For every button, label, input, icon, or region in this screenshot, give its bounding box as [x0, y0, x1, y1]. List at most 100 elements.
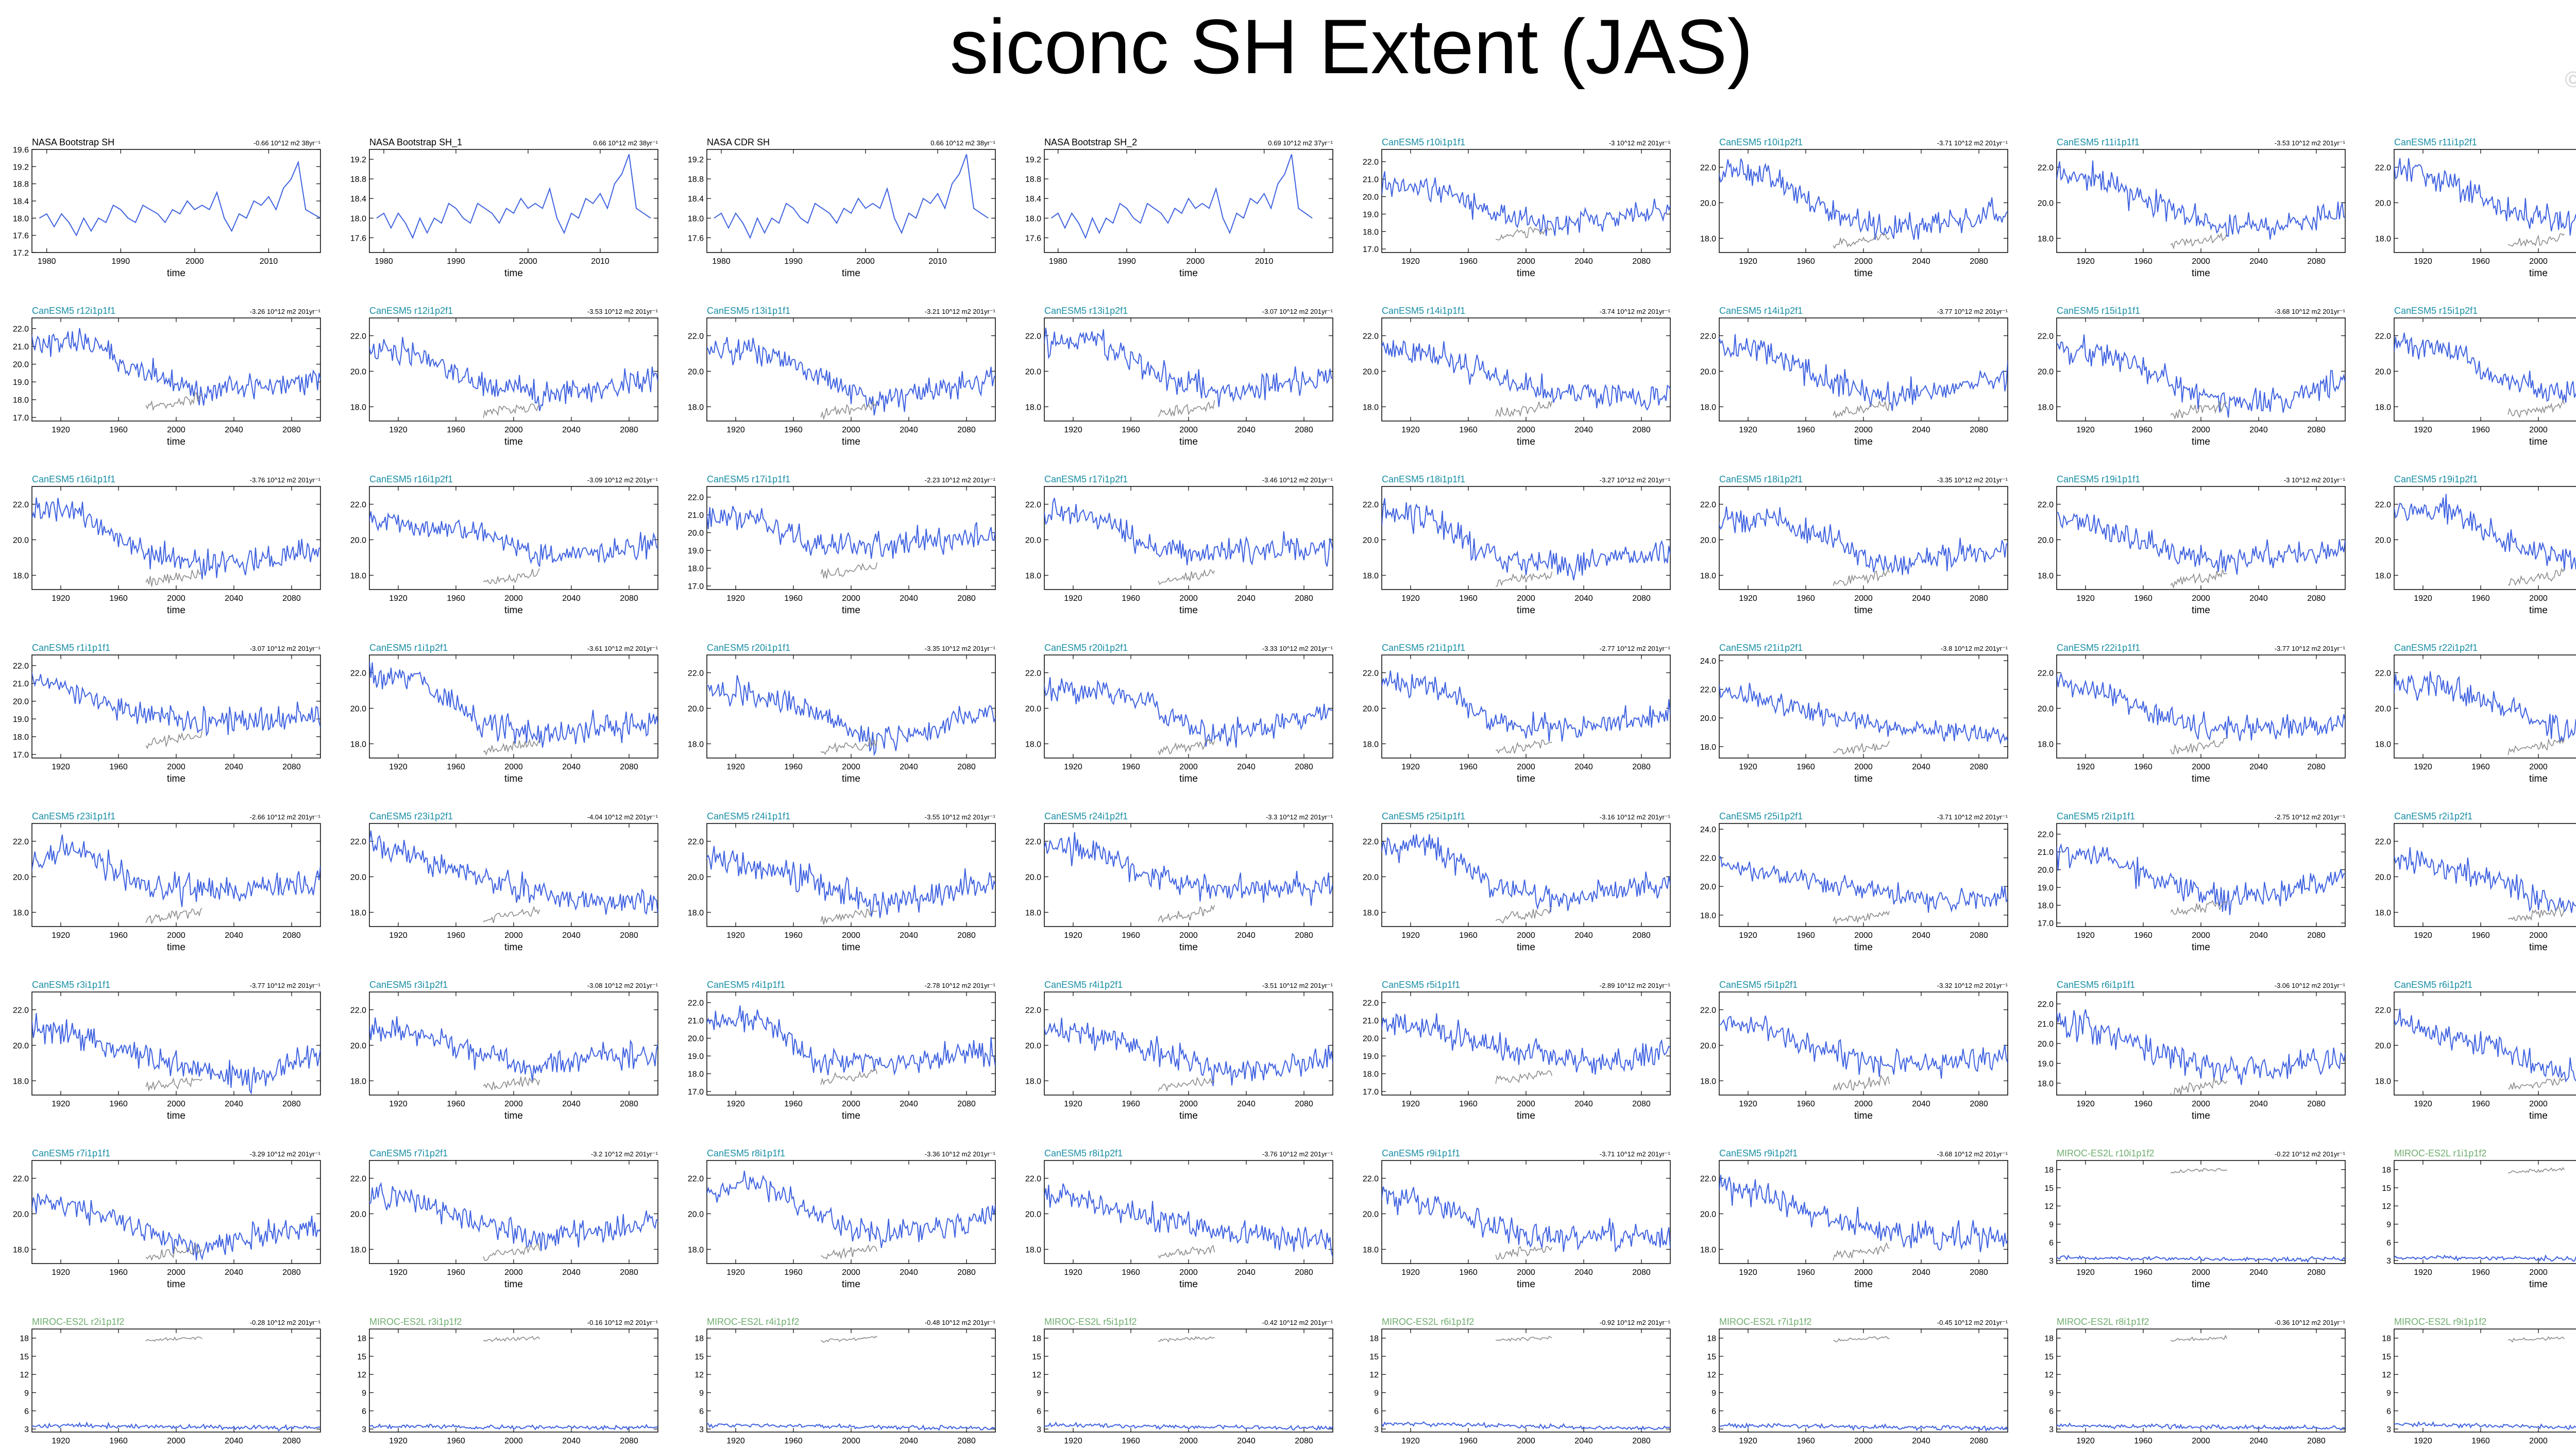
panel-title: CanESM5 r20i1p1f1 — [707, 643, 790, 653]
y-tick-label: 20.0 — [2038, 704, 2054, 713]
watermark: © CVDP-LE — [2565, 67, 2576, 92]
chart-panel: CanESM5 r6i1p2f1-3.16 10^12 m2 201yr⁻¹18… — [2375, 980, 2576, 1121]
chart-panel: CanESM5 r19i1p2f1-3.48 10^12 m2 201yr⁻¹1… — [2375, 474, 2576, 616]
chart-panel: CanESM5 r9i1p2f1 -3.68 10^12 m2 201yr⁻¹ 18… — [1700, 1148, 2008, 1290]
x-tick-label: 1960 — [2471, 257, 2490, 266]
panel-title: CanESM5 r10i1p1f1 — [1382, 137, 1465, 147]
panel-trend: -3.08 10^12 m2 201yr⁻¹ — [587, 982, 658, 989]
panel-title: CanESM5 r4i1p1f1 — [707, 980, 785, 990]
x-tick-label: 2080 — [1295, 763, 1313, 771]
x-tick-label: 2000 — [1517, 1268, 1535, 1277]
obs-overlay-line — [1158, 1336, 1215, 1342]
y-tick-label: 18.0 — [1025, 214, 1041, 223]
y-tick-label: 19.0 — [688, 547, 704, 556]
plot-frame — [2056, 1160, 2346, 1264]
model-series-line — [376, 154, 651, 239]
panel-trend: -3.36 10^12 m2 201yr⁻¹ — [925, 1150, 996, 1158]
x-tick-label: 2040 — [2249, 257, 2268, 266]
x-tick-label: 1920 — [52, 931, 70, 940]
chart-panel: CanESM5 r20i1p1f1 -3.35 10^12 m2 201yr⁻¹ 1… — [688, 643, 996, 784]
model-series-line — [707, 1170, 995, 1248]
panel-trend: -3.32 10^12 m2 201yr⁻¹ — [1937, 982, 2008, 989]
x-tick-label: 2000 — [504, 594, 523, 603]
panel-title: MIROC-ES2L r4i1p1f2 — [707, 1317, 799, 1327]
x-tick-label: 1990 — [1117, 257, 1136, 266]
x-tick-label: 1960 — [1459, 426, 1478, 434]
model-series-line — [2057, 1009, 2345, 1085]
y-tick-label: 18.0 — [1700, 234, 1716, 243]
x-axis-label: time — [1517, 1279, 1535, 1290]
x-tick-label: 1920 — [1739, 594, 1757, 603]
obs-overlay-line — [145, 731, 203, 750]
obs-overlay-line — [145, 568, 202, 587]
panel-title: CanESM5 r25i1p1f1 — [1382, 811, 1465, 821]
panel-title: CanESM5 r2i1p1f1 — [2057, 811, 2135, 821]
x-tick-label: 2000 — [1854, 594, 1873, 603]
panel-title: CanESM5 r5i1p1f1 — [1382, 980, 1460, 990]
y-tick-label: 22.0 — [2038, 1000, 2054, 1009]
x-tick-label: 1960 — [2471, 426, 2490, 434]
x-tick-label: 1920 — [2414, 1100, 2432, 1108]
panel-title: CanESM5 r23i1p2f1 — [369, 811, 453, 821]
obs-overlay-line — [820, 562, 878, 579]
plot-frame — [2394, 1328, 2576, 1433]
x-tick-label: 2040 — [900, 1268, 918, 1277]
panel-trend: -3 10^12 m2 201yr⁻¹ — [2284, 476, 2346, 484]
y-tick-label: 17.0 — [688, 1088, 704, 1097]
obs-overlay-line — [2508, 567, 2565, 586]
panel-title: CanESM5 r24i1p2f1 — [1044, 811, 1128, 821]
model-series-line — [707, 506, 995, 559]
x-tick-label: 1960 — [447, 1437, 465, 1445]
panel-title: CanESM5 r13i1p1f1 — [707, 306, 790, 316]
obs-overlay-line — [145, 392, 202, 411]
panel-trend: -0.16 10^12 m2 201yr⁻¹ — [587, 1319, 658, 1326]
chart-panel: CanESM5 r24i1p1f1 -3.55 10^12 m2 201yr⁻¹ 1… — [688, 811, 996, 953]
x-tick-label: 2080 — [620, 1437, 638, 1445]
x-tick-label: 2080 — [282, 426, 301, 434]
x-axis-label: time — [504, 605, 523, 616]
model-series-line — [1050, 154, 1313, 240]
x-tick-label: 2000 — [842, 426, 860, 434]
model-series-line — [1719, 855, 2008, 913]
model-series-line — [714, 154, 989, 239]
panel-trend: -4.04 10^12 m2 201yr⁻¹ — [587, 813, 658, 821]
x-tick-label: 2040 — [225, 594, 243, 603]
x-tick-label: 1960 — [2134, 426, 2153, 434]
y-tick-label: 12 — [1369, 1371, 1379, 1379]
y-tick-label: 19.2 — [13, 163, 29, 172]
x-tick-label: 1920 — [1739, 1437, 1757, 1445]
chart-panel: CanESM5 r14i1p2f1 -3.77 10^12 m2 201yr⁻¹ 1… — [1700, 306, 2008, 447]
obs-overlay-line — [1833, 233, 1890, 249]
y-tick-label: 15 — [1369, 1353, 1379, 1361]
y-tick-label: 9 — [362, 1389, 366, 1398]
model-series-line — [32, 834, 320, 907]
y-tick-label: 20.0 — [688, 1210, 704, 1219]
x-tick-label: 2040 — [562, 594, 581, 603]
chart-panel: CanESM5 r1i1p1f1 -3.07 10^12 m2 201yr⁻¹ 17… — [13, 643, 321, 784]
y-tick-label: 22.0 — [1363, 332, 1379, 341]
plot-frame — [2056, 486, 2346, 590]
x-tick-label: 2000 — [504, 931, 523, 940]
x-tick-label: 1920 — [52, 1100, 70, 1108]
x-tick-label: 2000 — [504, 763, 523, 771]
chart-panel: CanESM5 r4i1p1f1 -2.78 10^12 m2 201yr⁻¹ 17… — [688, 980, 996, 1121]
chart-panel: NASA Bootstrap SH_2 0.69 10^12 m2 37yr⁻¹ 1… — [1025, 137, 1333, 279]
x-tick-label: 1980 — [375, 257, 393, 266]
chart-panel: CanESM5 r25i1p2f1 -3.71 10^12 m2 201yr⁻¹ 1… — [1700, 811, 2008, 953]
x-tick-label: 2000 — [2529, 1100, 2548, 1108]
y-tick-label: 20.0 — [2038, 866, 2054, 875]
panel-title: CanESM5 r18i1p1f1 — [1382, 474, 1465, 484]
y-tick-label: 12 — [694, 1371, 704, 1379]
panel-title: CanESM5 r18i1p2f1 — [1719, 474, 1803, 484]
obs-overlay-line — [145, 1243, 203, 1261]
panel-title: CanESM5 r9i1p1f1 — [1382, 1148, 1460, 1158]
x-axis-label: time — [1179, 942, 1198, 953]
y-tick-label: 12 — [2382, 1202, 2391, 1211]
panel-trend: -3.51 10^12 m2 201yr⁻¹ — [1262, 982, 1333, 989]
x-axis-label: time — [1854, 1111, 1873, 1121]
y-tick-label: 9 — [1711, 1389, 1716, 1398]
obs-overlay-line — [1833, 568, 1890, 586]
obs-overlay-line — [820, 1068, 878, 1086]
panel-title: CanESM5 r11i1p2f1 — [2394, 137, 2477, 147]
x-tick-label: 1920 — [389, 931, 408, 940]
